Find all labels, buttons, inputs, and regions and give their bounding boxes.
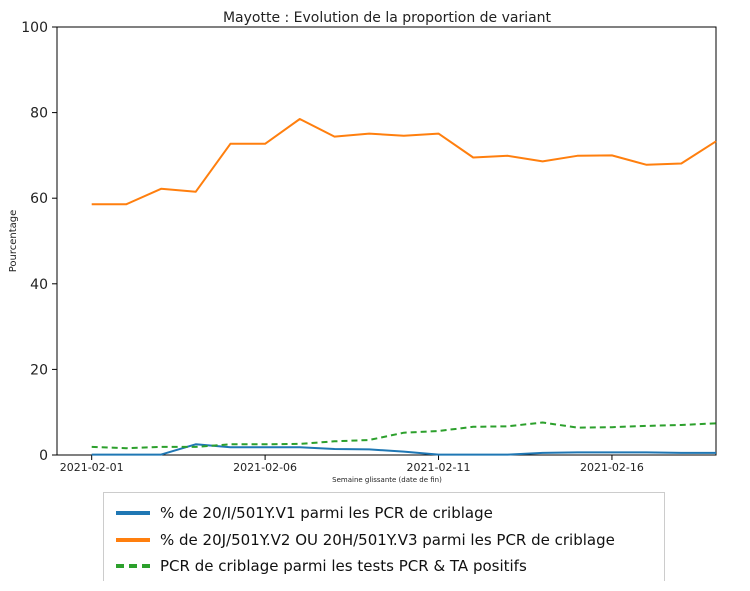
plot-frame (56, 26, 717, 456)
legend-item: % de 20/I/501Y.V1 parmi les PCR de cribl… (116, 501, 493, 525)
series-line-1 (91, 118, 717, 206)
x-axis-label: Semaine glissante (date de fin) (332, 476, 442, 484)
x-tick-label: 2021-02-16 (580, 461, 644, 474)
x-tick-label: 2021-02-01 (60, 461, 124, 474)
y-tick-label: 40 (30, 277, 48, 293)
legend-item: % de 20J/501Y.V2 OU 20H/501Y.V3 parmi le… (116, 528, 615, 552)
legend-label: PCR de criblage parmi les tests PCR & TA… (160, 557, 527, 575)
y-tick-label: 20 (30, 362, 48, 378)
legend: % de 20/I/501Y.V1 parmi les PCR de cribl… (103, 492, 665, 581)
y-tick-label: 0 (39, 448, 48, 464)
y-axis-label: Pourcentage (8, 210, 19, 273)
plot-area: 0 20 40 60 80 100 2021-02-01 2021-02-06 2021-02-… (21, 20, 717, 474)
y-tick-label: 60 (30, 191, 48, 207)
x-tick-label: 2021-02-06 (233, 461, 297, 474)
legend-label: % de 20J/501Y.V2 OU 20H/501Y.V3 parmi le… (160, 531, 615, 549)
legend-swatch (116, 564, 150, 568)
y-tick-label: 100 (21, 20, 48, 36)
y-tick-label: 80 (30, 106, 48, 122)
x-tick-label: 2021-02-11 (407, 461, 471, 474)
legend-swatch (116, 538, 150, 542)
legend-swatch (116, 511, 150, 515)
legend-label: % de 20/I/501Y.V1 parmi les PCR de cribl… (160, 504, 493, 522)
series-line-0 (91, 443, 716, 456)
legend-item: PCR de criblage parmi les tests PCR & TA… (116, 554, 527, 578)
chart-title: Mayotte : Evolution de la proportion de … (223, 10, 552, 26)
series-line-2 (91, 421, 717, 450)
